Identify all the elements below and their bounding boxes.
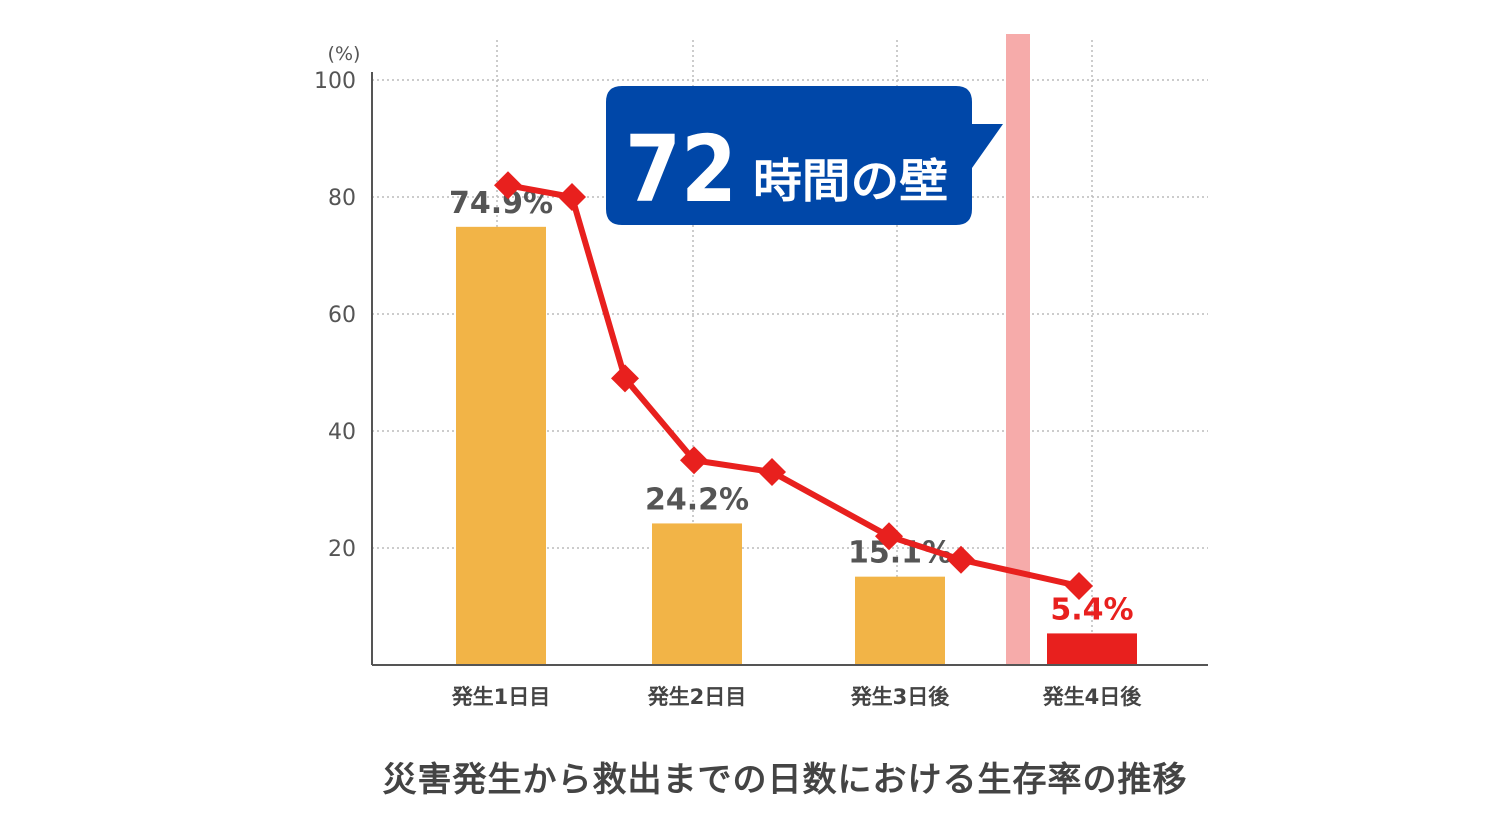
line-point bbox=[1065, 572, 1093, 601]
y-unit-label: (%) bbox=[328, 43, 361, 65]
bar-2 bbox=[652, 523, 742, 665]
y-tick-label: 60 bbox=[328, 303, 356, 328]
bar-4 bbox=[1047, 633, 1137, 665]
bar-value-label: 24.2% bbox=[645, 482, 749, 517]
line-point bbox=[558, 183, 586, 211]
line-point bbox=[611, 364, 639, 393]
chart-caption: 災害発生から救出までの日数における生存率の推移 bbox=[382, 760, 1188, 800]
callout-72-hours: 72 時間の壁 bbox=[606, 86, 1003, 225]
line-point bbox=[947, 545, 975, 574]
callout-bubble bbox=[606, 86, 1003, 225]
line-point bbox=[875, 522, 903, 551]
axes: 20 40 60 80 100 (%) bbox=[314, 43, 1208, 666]
x-tick-label: 発生2日目 bbox=[647, 685, 747, 709]
line-path bbox=[507, 182, 1080, 589]
line-point bbox=[758, 457, 786, 486]
bar-3 bbox=[855, 576, 945, 665]
y-tick-label: 80 bbox=[328, 186, 356, 211]
x-tick-label: 発生4日後 bbox=[1042, 685, 1143, 709]
line-point bbox=[680, 446, 708, 475]
bar-value-label: 5.4% bbox=[1050, 592, 1133, 627]
x-tick-label: 発生1日目 bbox=[451, 685, 551, 709]
callout-number: 72 bbox=[625, 116, 737, 223]
bar-1 bbox=[456, 226, 546, 665]
72-hour-marker bbox=[1006, 34, 1030, 665]
y-tick-label: 20 bbox=[328, 537, 356, 562]
y-tick-label: 100 bbox=[314, 69, 356, 94]
survival-line bbox=[494, 171, 1093, 601]
line-point bbox=[494, 171, 522, 200]
x-tick-label: 発生3日後 bbox=[850, 685, 951, 709]
y-tick-label: 40 bbox=[328, 420, 356, 445]
callout-label: 時間の壁 bbox=[753, 154, 948, 208]
